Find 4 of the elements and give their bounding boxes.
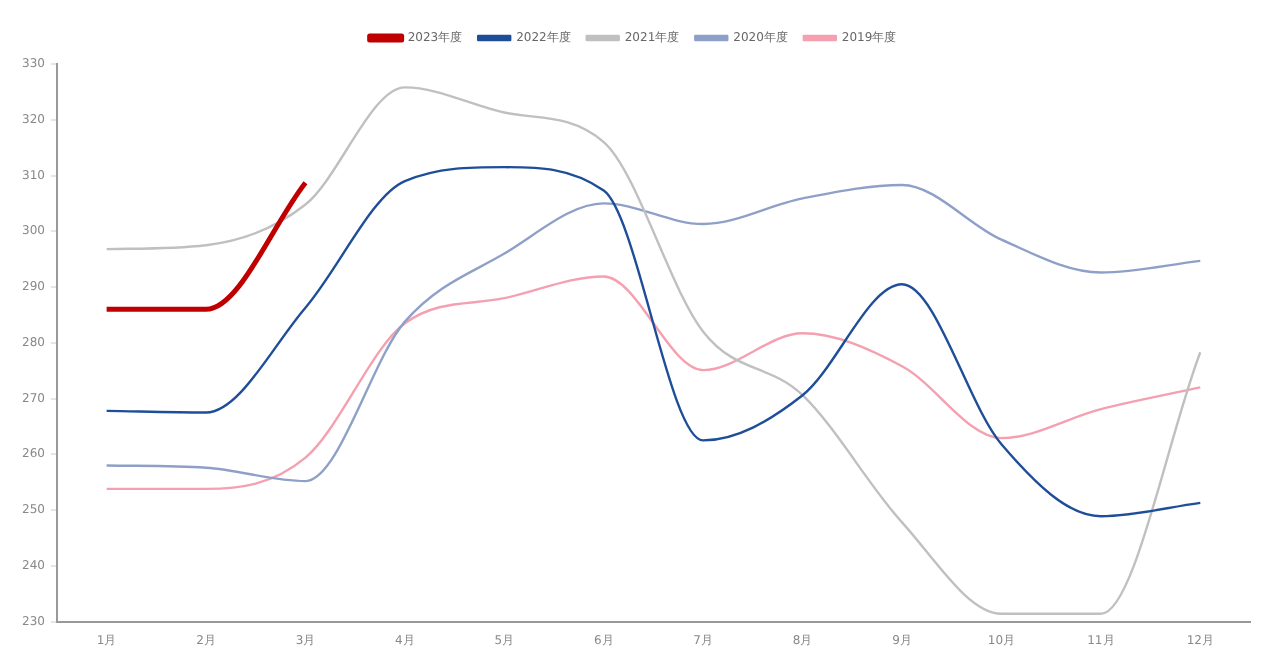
line-series xyxy=(105,275,1202,491)
line-series xyxy=(105,183,1202,483)
line-series xyxy=(105,86,1202,615)
line-series xyxy=(105,165,1202,518)
